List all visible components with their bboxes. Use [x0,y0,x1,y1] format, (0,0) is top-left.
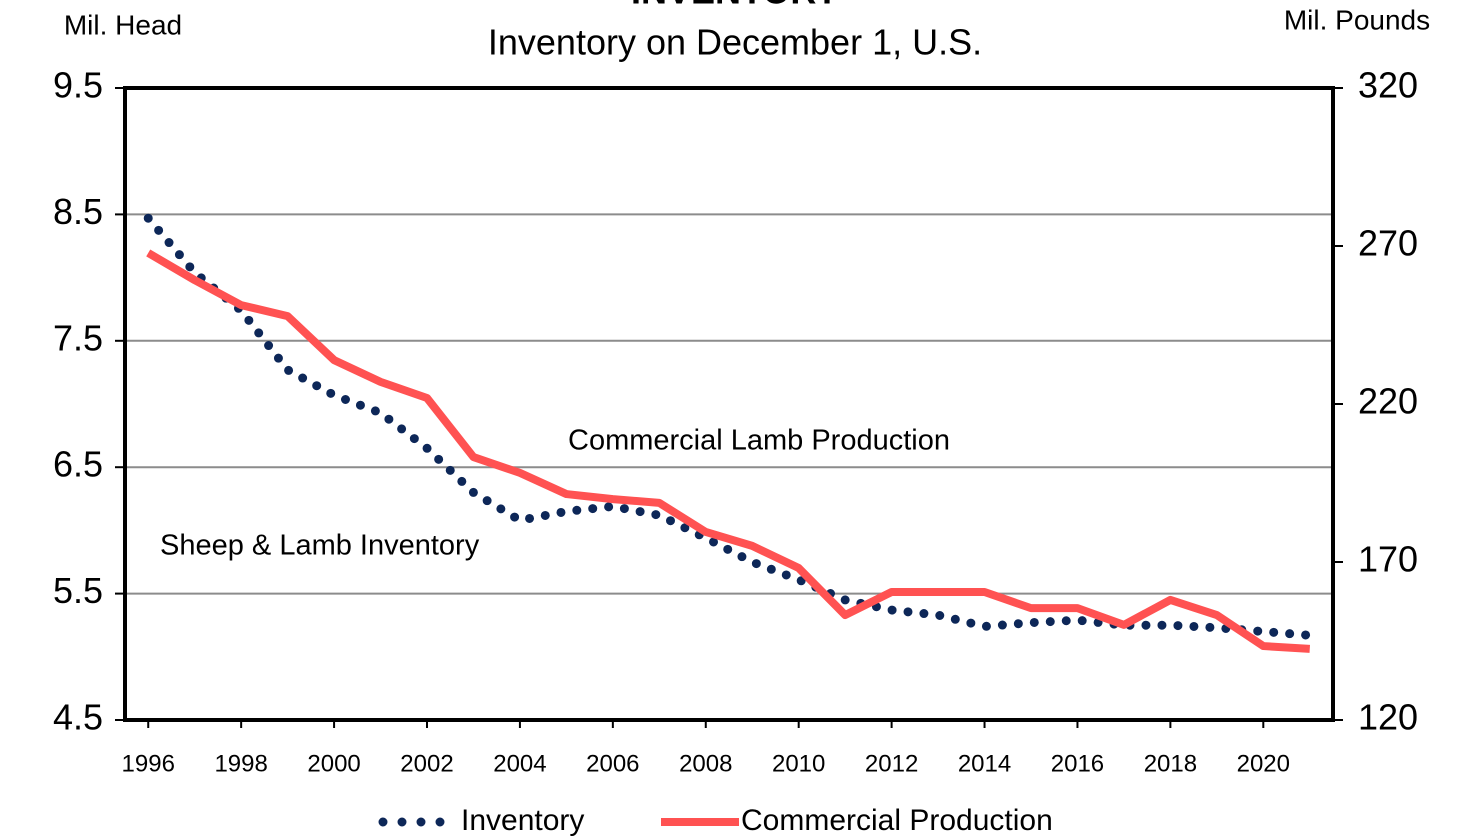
y-tick-label: 7.5 [53,317,103,358]
x-tick-label: 2004 [493,750,546,777]
y2-tick-label: 120 [1358,697,1418,738]
data-line [146,249,1311,653]
legend-label: Commercial Production [741,804,1053,837]
y-tick-label: 5.5 [53,570,103,611]
x-tick-label: 2002 [400,750,453,777]
chart-subtitle: Inventory on December 1, U.S. [488,22,982,63]
y2-tick-label: 220 [1358,381,1418,422]
y2-tick-label: 320 [1358,65,1418,106]
x-tick-label: 2010 [772,750,825,777]
annotation: Sheep & Lamb Inventory [160,530,480,562]
x-tick-label: 2014 [958,750,1011,777]
x-tick-label: 2016 [1051,750,1104,777]
y2-tick-label: 270 [1358,223,1418,264]
legend-label: Inventory [461,804,584,837]
y-tick-label: 9.5 [53,65,103,106]
y2-axis-label: Mil. Pounds [1284,4,1430,35]
x-tick-label: 2018 [1144,750,1197,777]
x-tick-label: 2000 [307,750,360,777]
x-tick-label: 1996 [122,750,175,777]
y-tick-label: 8.5 [53,191,103,232]
x-tick-label: 2008 [679,750,732,777]
x-tick-label: 2012 [865,750,918,777]
y2-tick-label: 170 [1358,539,1418,580]
annotation: Commercial Lamb Production [568,425,950,457]
x-tick-label: 2006 [586,750,639,777]
x-tick-label: 1998 [214,750,267,777]
y-tick-label: 4.5 [53,697,103,738]
y-tick-label: 6.5 [53,444,103,485]
chart-title: INVENTORY [631,0,839,12]
x-tick-label: 2020 [1237,750,1290,777]
y-axis-label: Mil. Head [64,9,182,40]
plot-frame [123,86,1335,722]
